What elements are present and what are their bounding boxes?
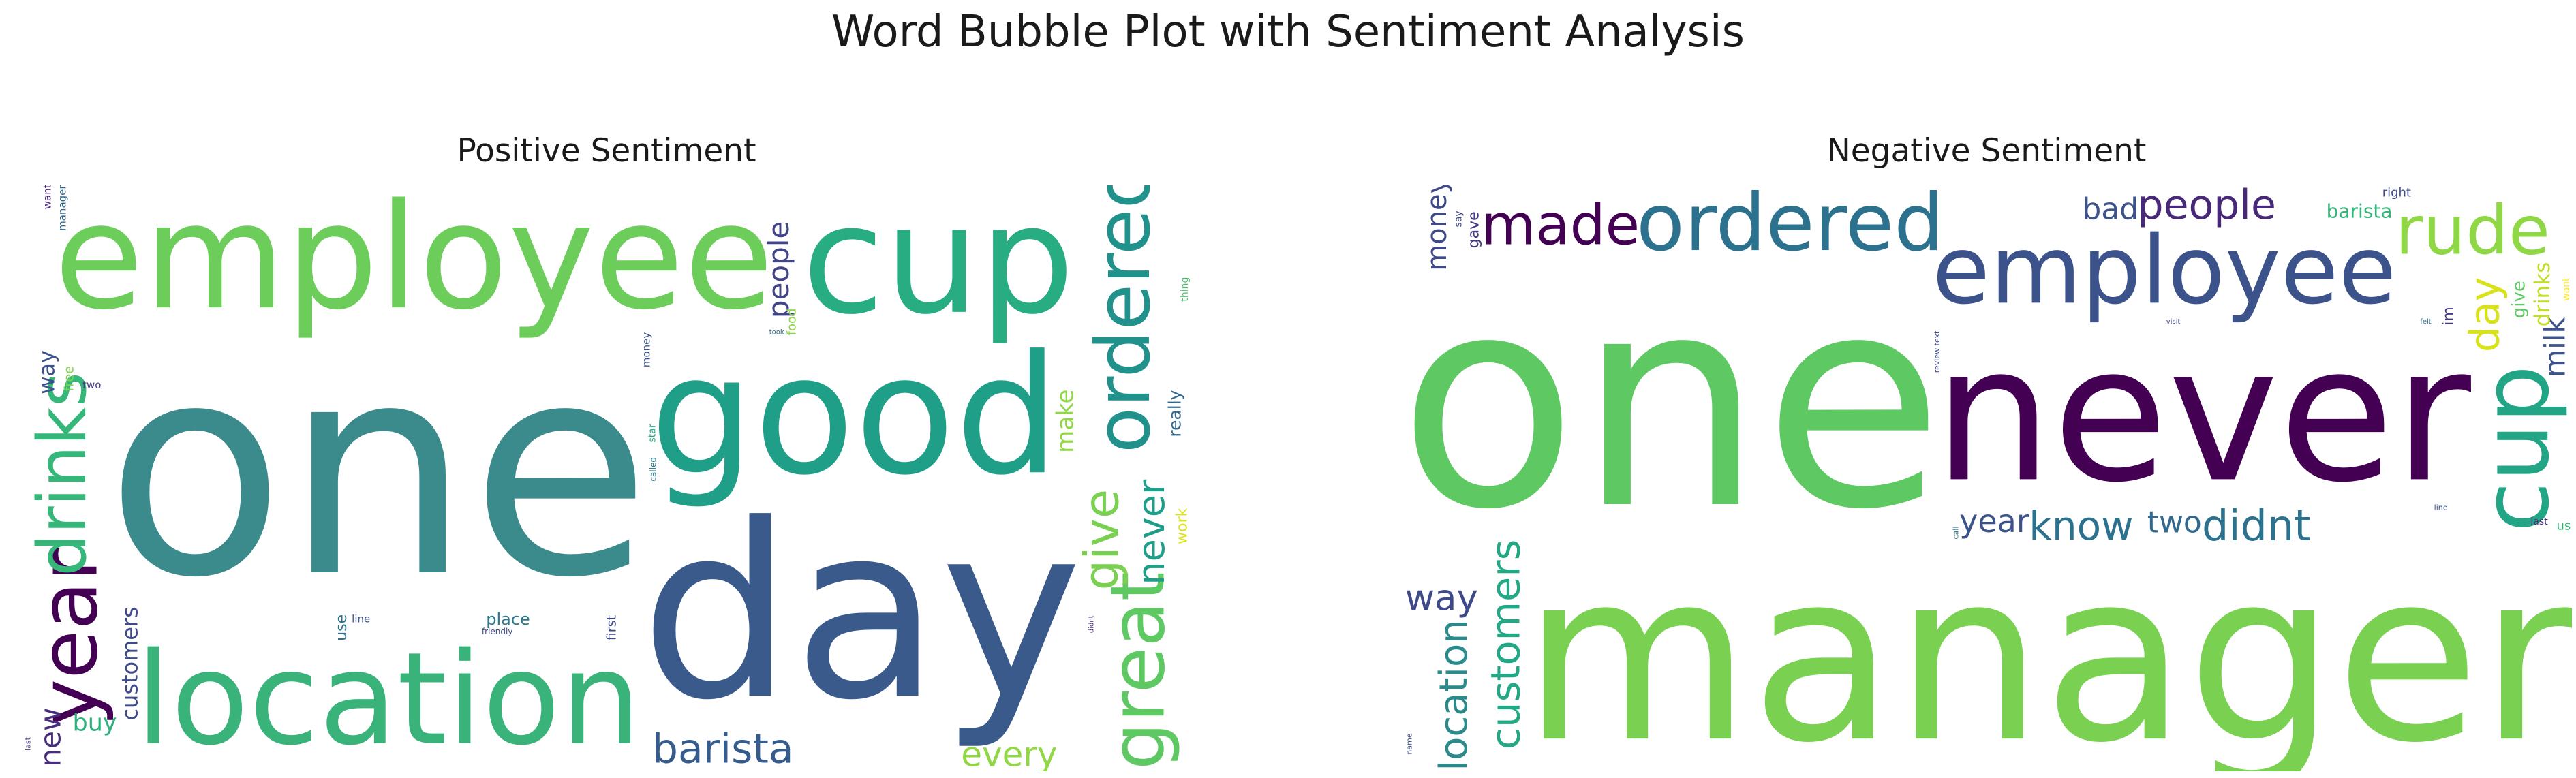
word-cup: cup [802,185,1075,347]
positive-panel-title: Positive Sentiment [457,132,756,170]
word-day: day [2461,277,2509,352]
word-called: called [649,457,658,482]
word-manager: manager [1522,522,2572,771]
word-first: first [604,615,619,640]
word-give: give [1074,489,1130,590]
word-barista: barista [2327,200,2393,223]
word-felt: felt [2420,318,2431,326]
word-made: made [1481,193,1640,258]
word-day: day [640,473,1082,753]
word-way: way [1405,578,1478,619]
word-food: food [785,309,799,336]
word-employee: employee [54,185,773,342]
word-rude: rude [2395,191,2550,270]
word-say: say [1453,211,1464,227]
word-location: location [136,625,641,771]
word-didnt: didnt [2202,501,2311,550]
word-customers: customers [1482,540,1529,750]
word-free: free [62,366,77,391]
word-want: want [2561,277,2572,301]
word-money: money [1422,185,1453,271]
word-name: name [1405,733,1414,754]
word-give: give [2509,281,2529,318]
word-ordered: ordered [1079,185,1167,453]
word-year: year [1959,503,2029,540]
word-money: money [640,332,652,368]
word-never: never [1130,479,1173,585]
word-line: line [352,612,370,625]
word-place: place [486,610,530,629]
negative-panel-title: Negative Sentiment [1826,132,2147,170]
word-friendly: friendly [482,627,513,636]
word-didnt: didnt [1088,615,1096,633]
word-bad: bad [2082,192,2138,227]
word-never: never [1934,305,2473,523]
word-manager: manager [56,185,68,231]
word-location: location [1432,619,1476,771]
word-gave: gave [1465,211,1482,248]
word-work: work [1174,508,1191,544]
word-people: people [2137,185,2275,229]
word-im: im [2440,307,2457,326]
word-took: took [769,329,784,337]
word-thing: thing [1180,277,1191,302]
word-drinks: drinks [2530,262,2555,327]
word-people: people [762,221,795,318]
word-one: one [106,301,651,642]
word-new: new [34,708,67,767]
word-drinks: drinks [24,372,102,576]
word-two: two [82,379,101,391]
word-visit: visit [2166,318,2181,326]
word-last: last [24,736,33,751]
word-milk: milk [2538,317,2571,377]
word-employee: employee [1932,215,2396,325]
word-every: every [961,734,1057,771]
word-us: us [2556,519,2571,533]
figure-title: Word Bubble Plot with Sentiment Analysis [831,7,1745,57]
word-way: way [34,350,60,394]
word-customers: customers [117,606,142,720]
word-know: know [2029,503,2133,549]
word-right: right [2382,185,2411,200]
word-cup: cup [2462,365,2569,532]
word-star: star [647,424,658,442]
word-call: call [1951,527,1960,540]
word-make: make [1052,390,1079,453]
word-use: use [333,614,350,641]
word-really: really [1165,390,1184,437]
word-great: great [1094,572,1182,770]
word-year: year [24,548,115,726]
word-line: line [2434,503,2448,512]
word-ordered: ordered [1636,185,1944,269]
word-review-text: review text [1933,330,1942,373]
word-good: good [650,320,1060,511]
word-one: one [1405,233,1944,574]
word-barista: barista [652,726,794,771]
word-two: two [2147,505,2202,540]
word-want: want [42,185,54,209]
word-last: last [2530,516,2548,527]
word-buy: buy [72,710,117,737]
